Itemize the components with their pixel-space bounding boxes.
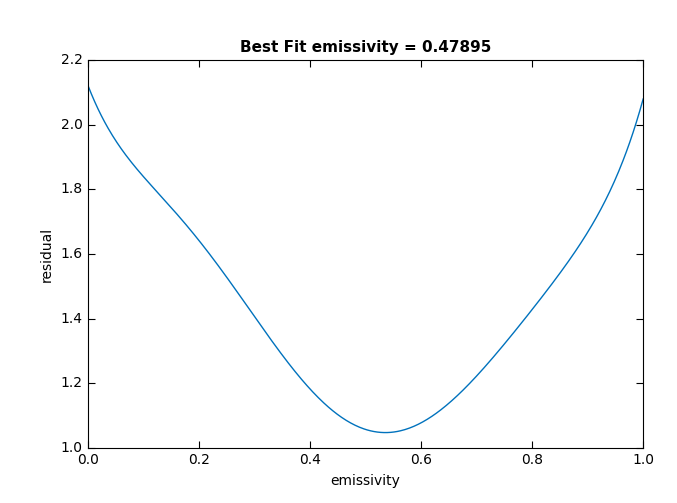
Title: Best Fit emissivity = 0.47895: Best Fit emissivity = 0.47895 (240, 40, 492, 55)
Y-axis label: residual: residual (39, 226, 53, 282)
X-axis label: emissivity: emissivity (330, 474, 401, 488)
